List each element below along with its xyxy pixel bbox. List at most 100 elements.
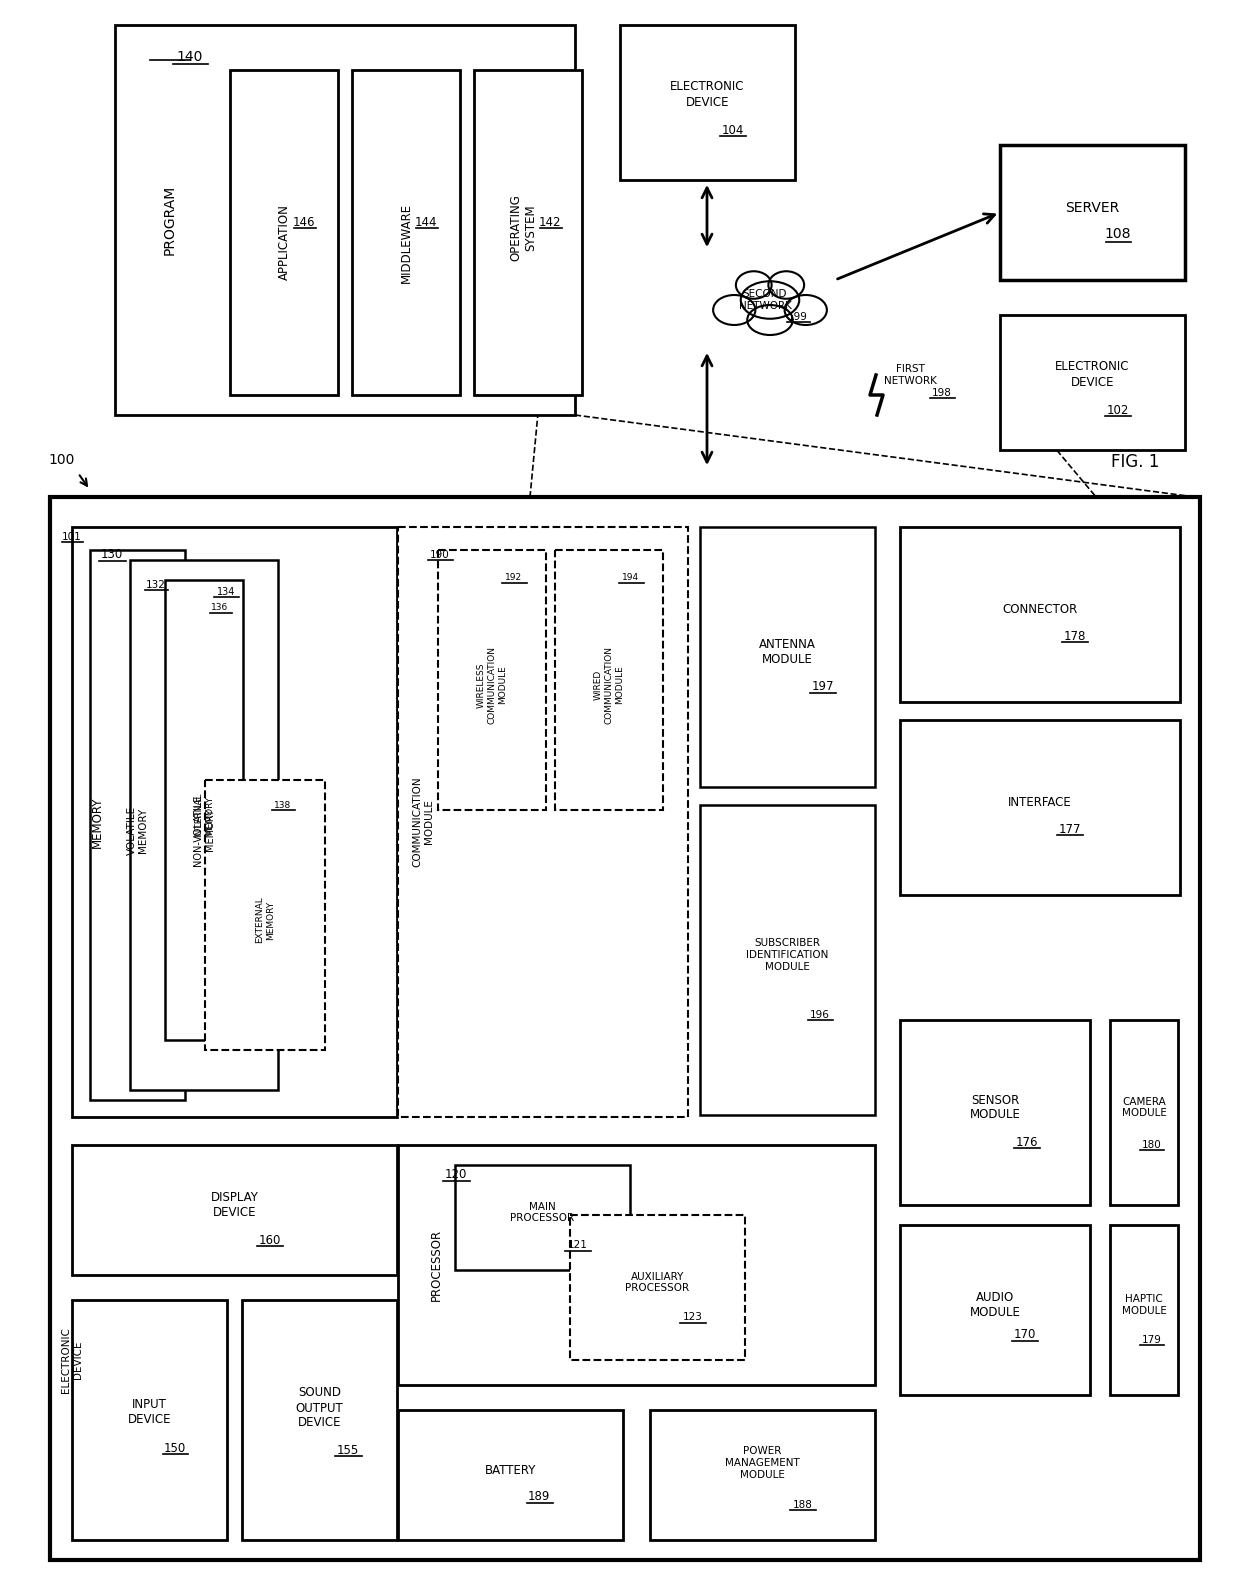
Bar (999, 315, 1185, 451)
Bar (438, 549, 546, 810)
Text: ELECTRONIC
DEVICE: ELECTRONIC DEVICE (61, 1328, 83, 1393)
Text: NON-VOLATILE
MEMORY: NON-VOLATILE MEMORY (193, 794, 215, 866)
Bar (205, 780, 325, 1051)
Text: 177: 177 (1059, 823, 1081, 836)
Text: POWER
MANAGEMENT
MODULE: POWER MANAGEMENT MODULE (725, 1447, 800, 1479)
Text: SUBSCRIBER
IDENTIFICATION
MODULE: SUBSCRIBER IDENTIFICATION MODULE (746, 938, 828, 971)
Text: PROCESSOR: PROCESSOR (429, 1229, 443, 1301)
Text: 180: 180 (1142, 1140, 1162, 1149)
Text: CONNECTOR: CONNECTOR (1002, 603, 1078, 616)
Text: DISPLAY
DEVICE: DISPLAY DEVICE (211, 1191, 258, 1219)
Text: 160: 160 (258, 1234, 280, 1247)
Text: 198: 198 (932, 388, 952, 398)
Text: WIRELESS
COMMUNICATION
MODULE: WIRELESS COMMUNICATION MODULE (477, 646, 507, 724)
Text: INTERNAL
MEMORY: INTERNAL MEMORY (195, 793, 213, 837)
Text: 197: 197 (811, 680, 833, 694)
Text: 199: 199 (789, 312, 808, 322)
Text: MEMORY: MEMORY (91, 796, 103, 847)
Bar (72, 527, 397, 1118)
Text: ANTENNA
MODULE: ANTENNA MODULE (759, 638, 816, 665)
Text: VOLATILE
MEMORY: VOLATILE MEMORY (126, 806, 149, 855)
Bar (474, 70, 582, 395)
Text: 150: 150 (164, 1441, 186, 1455)
Text: EXTERNAL
MEMORY: EXTERNAL MEMORY (255, 896, 275, 944)
Text: 102: 102 (1106, 404, 1128, 417)
Bar (455, 1165, 630, 1270)
Bar (556, 549, 663, 810)
Text: 178: 178 (1064, 630, 1086, 643)
Bar (1110, 1020, 1178, 1205)
Text: 170: 170 (1014, 1328, 1037, 1342)
Ellipse shape (740, 282, 800, 318)
Bar (701, 527, 875, 786)
Text: AUDIO
MODULE: AUDIO MODULE (970, 1291, 1021, 1320)
Bar (570, 1215, 745, 1360)
Text: SERVER: SERVER (1065, 201, 1120, 215)
Bar (620, 25, 795, 180)
Text: PROGRAM: PROGRAM (162, 185, 177, 255)
Bar (398, 527, 688, 1118)
Text: APPLICATION: APPLICATION (278, 204, 290, 280)
Text: OPERATING
SYSTEM: OPERATING SYSTEM (508, 194, 537, 261)
Text: 188: 188 (792, 1500, 812, 1509)
Text: COMMUNICATION
MODULE: COMMUNICATION MODULE (412, 777, 434, 868)
Text: 108: 108 (1105, 228, 1131, 242)
Bar (900, 1020, 1090, 1205)
Text: 146: 146 (293, 217, 315, 229)
Text: SOUND
OUTPUT
DEVICE: SOUND OUTPUT DEVICE (295, 1387, 343, 1430)
Text: 121: 121 (568, 1240, 588, 1250)
Ellipse shape (735, 271, 771, 299)
Text: 138: 138 (274, 801, 291, 809)
Text: 134: 134 (217, 587, 236, 597)
Text: FIG. 1: FIG. 1 (1111, 454, 1159, 471)
Text: 179: 179 (1142, 1336, 1162, 1345)
Text: BATTERY: BATTERY (485, 1463, 536, 1476)
Bar (130, 560, 278, 1091)
Bar (352, 70, 460, 395)
Bar (900, 527, 1180, 702)
Text: AUXILIARY
PROCESSOR: AUXILIARY PROCESSOR (625, 1272, 689, 1293)
Text: 130: 130 (100, 549, 123, 562)
Text: INPUT
DEVICE: INPUT DEVICE (128, 1398, 171, 1426)
Text: 104: 104 (722, 124, 744, 137)
Text: MIDDLEWARE: MIDDLEWARE (399, 202, 413, 282)
Text: 142: 142 (538, 217, 562, 229)
Text: 136: 136 (211, 603, 228, 613)
Text: 196: 196 (810, 1009, 830, 1020)
Bar (650, 1411, 875, 1539)
Ellipse shape (748, 306, 792, 334)
Text: 155: 155 (336, 1444, 358, 1457)
Ellipse shape (769, 271, 804, 299)
Text: SENSOR
MODULE: SENSOR MODULE (970, 1094, 1021, 1121)
Bar (900, 720, 1180, 895)
Text: 189: 189 (527, 1490, 549, 1503)
Text: 194: 194 (622, 573, 640, 583)
Bar (229, 70, 339, 395)
Bar (115, 25, 575, 416)
Bar (398, 1411, 622, 1539)
Text: 100: 100 (48, 454, 76, 466)
Bar (398, 1145, 875, 1385)
Text: ELECTRONIC
DEVICE: ELECTRONIC DEVICE (671, 81, 745, 108)
Text: CAMERA
MODULE: CAMERA MODULE (1121, 1097, 1167, 1118)
Bar (242, 1301, 397, 1539)
Text: ELECTRONIC
DEVICE: ELECTRONIC DEVICE (1055, 360, 1130, 388)
Bar (50, 497, 1200, 1560)
Bar (165, 579, 243, 1040)
Text: 192: 192 (506, 573, 522, 583)
Text: HAPTIC
MODULE: HAPTIC MODULE (1121, 1294, 1167, 1317)
Bar (91, 549, 185, 1100)
Text: FIRST
NETWORK: FIRST NETWORK (884, 365, 936, 385)
Bar (999, 145, 1185, 280)
Text: 132: 132 (145, 579, 165, 591)
Text: WIRED
COMMUNICATION
MODULE: WIRED COMMUNICATION MODULE (594, 646, 624, 724)
Text: 190: 190 (430, 549, 450, 560)
Text: INTERFACE: INTERFACE (1008, 796, 1071, 809)
Ellipse shape (713, 295, 755, 325)
Text: SECOND
NETWORK: SECOND NETWORK (739, 290, 791, 310)
Ellipse shape (785, 295, 827, 325)
Bar (701, 806, 875, 1114)
Bar (1110, 1224, 1178, 1395)
Bar (72, 1145, 397, 1275)
Text: 176: 176 (1016, 1137, 1038, 1149)
